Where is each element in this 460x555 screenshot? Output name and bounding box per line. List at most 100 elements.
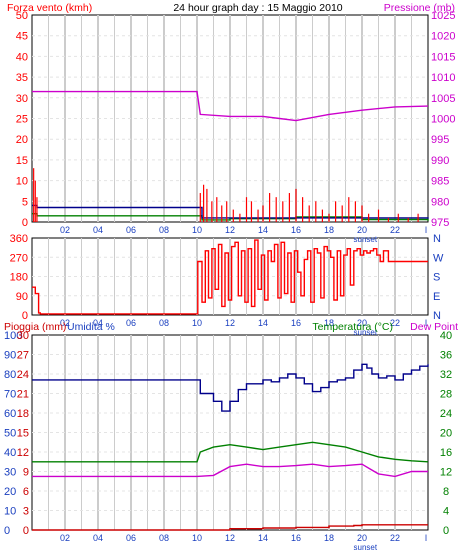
rain-ytick-15: 15	[17, 428, 29, 440]
wind-ytick-35: 35	[16, 72, 28, 84]
temp-ytick-32: 32	[440, 369, 452, 381]
xtick-2-10: 10	[192, 533, 202, 543]
series-humidity	[32, 363, 429, 412]
pressure-ytick-1015: 1015	[431, 51, 455, 63]
xtick-1-10: 10	[192, 318, 202, 328]
rain-ytick-24: 24	[17, 369, 29, 381]
wind-ytick-15: 15	[16, 155, 28, 167]
xtick-2-22: 22	[390, 533, 400, 543]
dir-ytick-270: 270	[10, 252, 28, 264]
temp-ytick-12: 12	[440, 467, 452, 479]
wind-ytick-50: 50	[16, 10, 28, 22]
xtick-0-14: 14	[258, 225, 268, 235]
xtick-0-16: 16	[291, 225, 301, 235]
series-dew_point	[32, 463, 428, 478]
wind-ytick-5: 5	[22, 196, 28, 208]
gridlines	[32, 15, 428, 530]
rain-ytick-21: 21	[17, 389, 29, 401]
dir-rtick-3: W	[433, 252, 444, 264]
dir-ytick-360: 360	[10, 233, 28, 245]
series-rain	[32, 524, 428, 531]
pressure-ytick-975: 975	[431, 217, 449, 229]
temp-ytick-8: 8	[443, 486, 449, 498]
xtick-2-08: 08	[159, 533, 169, 543]
series-temperature	[32, 441, 429, 463]
pressure-ytick-995: 995	[431, 134, 449, 146]
wind-ytick-30: 30	[16, 93, 28, 105]
tick-labels: 0510152025303540455097598098599099510001…	[4, 10, 455, 552]
xtick-1-20: 20	[357, 318, 367, 328]
xtick-1-16: 16	[291, 318, 301, 328]
pressure-ytick-1020: 1020	[431, 31, 455, 43]
rain-axis-title: Pioggia (mm)	[4, 321, 66, 333]
xtick-1-12: 12	[225, 318, 235, 328]
temp-ytick-40: 40	[440, 330, 452, 342]
pressure-ytick-1000: 1000	[431, 114, 455, 126]
humidity-ytick-50: 50	[4, 428, 16, 440]
humidity-axis-title: Umidita %	[67, 321, 115, 333]
wind-ytick-10: 10	[16, 176, 28, 188]
temperature-axis-title: Temperatura (°C)	[312, 321, 393, 333]
rain-ytick-30: 30	[17, 330, 29, 342]
sunset-label-0: sunset	[354, 235, 378, 244]
temp-ytick-4: 4	[443, 506, 449, 518]
xtick-1-02: 02	[60, 318, 70, 328]
xtick-2-04: 04	[93, 533, 103, 543]
rain-ytick-0: 0	[23, 525, 29, 537]
xtick-2-l: l	[425, 533, 427, 543]
xtick-0-02: 02	[60, 225, 70, 235]
humidity-ytick-100: 100	[4, 330, 22, 342]
pressure-axis-title: Pressione (mb)	[384, 2, 455, 14]
xtick-1-04: 04	[93, 318, 103, 328]
sunset-label-1: sunset	[354, 328, 378, 337]
temp-ytick-0: 0	[443, 525, 449, 537]
xtick-2-18: 18	[324, 533, 334, 543]
xtick-2-14: 14	[258, 533, 268, 543]
pressure-ytick-980: 980	[431, 196, 449, 208]
wind-ytick-45: 45	[16, 31, 28, 43]
rain-ytick-9: 9	[23, 467, 29, 479]
dir-rtick-1: E	[433, 291, 440, 303]
humidity-ytick-30: 30	[4, 467, 16, 479]
humidity-ytick-70: 70	[4, 389, 16, 401]
chart-title: 24 hour graph day : 15 Maggio 2010	[173, 2, 342, 14]
pressure-ytick-1025: 1025	[431, 10, 455, 22]
pressure-ytick-1010: 1010	[431, 72, 455, 84]
dir-ytick-90: 90	[16, 291, 28, 303]
xtick-2-06: 06	[126, 533, 136, 543]
series-lines	[32, 90, 429, 531]
temp-ytick-20: 20	[440, 428, 452, 440]
wind-ytick-25: 25	[16, 114, 28, 126]
rain-ytick-18: 18	[17, 408, 29, 420]
xtick-2-16: 16	[291, 533, 301, 543]
dir-ytick-0: 0	[22, 310, 28, 322]
xtick-2-02: 02	[60, 533, 70, 543]
humidity-ytick-20: 20	[4, 486, 16, 498]
xtick-0-l: l	[425, 225, 427, 235]
humidity-ytick-90: 90	[4, 350, 16, 362]
xtick-0-08: 08	[159, 225, 169, 235]
humidity-ytick-60: 60	[4, 408, 16, 420]
xtick-0-20: 20	[357, 225, 367, 235]
dir-rtick-0: N	[433, 310, 441, 322]
dir-rtick-4: N	[433, 233, 441, 245]
dewpoint-axis-title: Dew Point	[410, 321, 458, 333]
xtick-1-14: 14	[258, 318, 268, 328]
wind-ytick-0: 0	[22, 217, 28, 229]
xtick-0-22: 22	[390, 225, 400, 235]
humidity-ytick-80: 80	[4, 369, 16, 381]
temp-ytick-28: 28	[440, 389, 452, 401]
temp-ytick-36: 36	[440, 350, 452, 362]
xtick-2-20: 20	[357, 533, 367, 543]
rain-ytick-27: 27	[17, 350, 29, 362]
temp-ytick-16: 16	[440, 447, 452, 459]
pressure-ytick-1005: 1005	[431, 93, 455, 105]
xtick-1-08: 08	[159, 318, 169, 328]
pressure-ytick-990: 990	[431, 155, 449, 167]
pressure-ytick-985: 985	[431, 176, 449, 188]
humidity-ytick-40: 40	[4, 447, 16, 459]
rain-ytick-12: 12	[17, 447, 29, 459]
rain-ytick-6: 6	[23, 486, 29, 498]
